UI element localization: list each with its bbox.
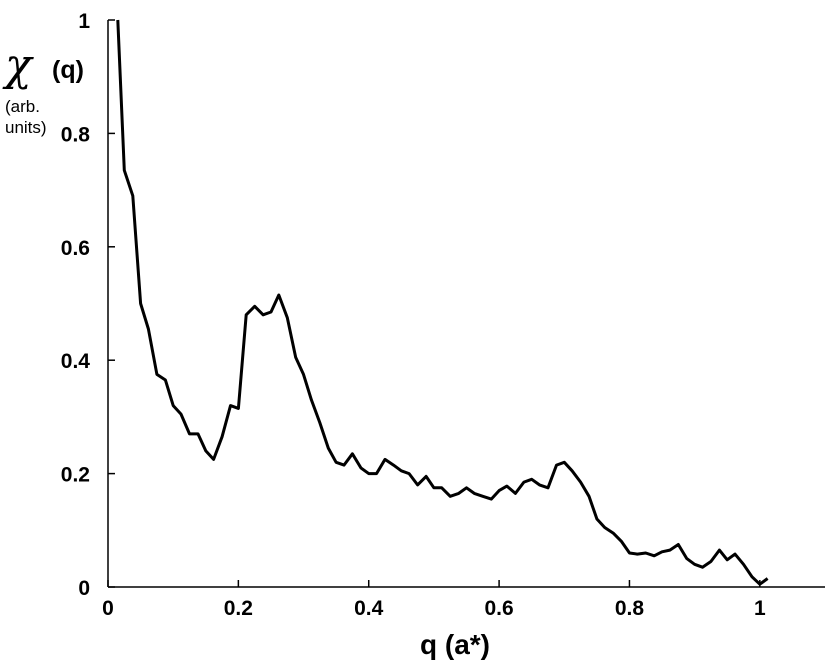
x-axis-label: q (a*): [420, 629, 490, 660]
y-axis-label: χ (q) (arb. units): [2, 40, 84, 137]
x-tick-label: 0.6: [484, 597, 513, 620]
x-tick-label: 1: [754, 597, 766, 620]
series-line: [116, 19, 769, 586]
x-axis-ticks: 0 0.2 0.4 0.6 0.8 1: [102, 580, 766, 620]
x-tick-label: 0.8: [615, 597, 645, 620]
y-tick-label: 0.2: [61, 464, 90, 487]
x-tick-label: 0: [102, 597, 114, 620]
y-tick-label: 0.8: [61, 123, 91, 146]
y-tick-label: 0.4: [61, 350, 91, 373]
series-layer: [116, 19, 769, 586]
y-tick-label: 1: [78, 10, 90, 33]
x-tick-label: 0.2: [224, 597, 253, 620]
y-tick-label: 0.6: [61, 237, 90, 260]
y-tick-label: 0: [78, 577, 90, 600]
y-axis-ticks: 0 0.2 0.4 0.6 0.8 1: [61, 10, 115, 600]
y-axis-label-symbol: χ: [2, 40, 34, 91]
y-axis-label-units-1: (arb.: [5, 97, 40, 116]
y-axis-label-units-2: units): [5, 118, 47, 137]
y-axis-label-main: (q): [52, 56, 84, 84]
x-tick-label: 0.4: [354, 597, 384, 620]
